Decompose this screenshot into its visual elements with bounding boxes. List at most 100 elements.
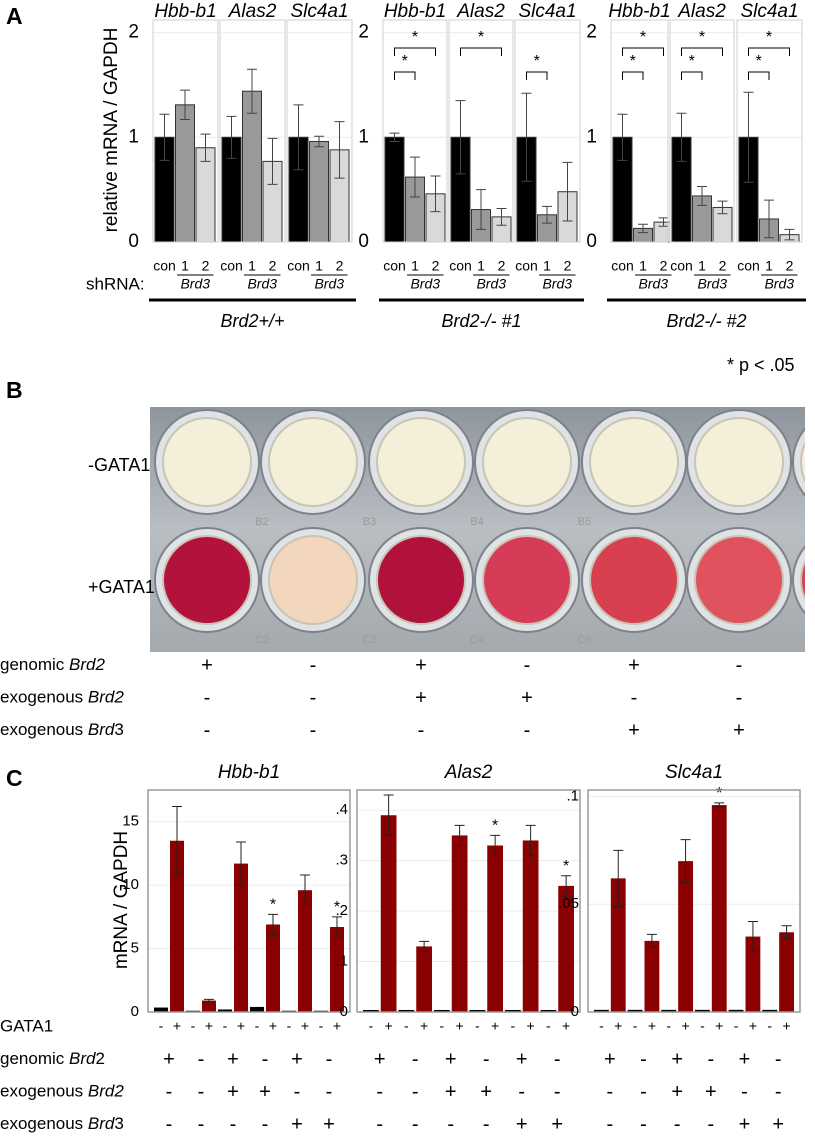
condition-sign: + bbox=[445, 1081, 457, 1103]
condition-sign: - bbox=[640, 1113, 647, 1135]
error-bar bbox=[646, 933, 657, 948]
well bbox=[589, 535, 679, 625]
condition-sign: + bbox=[227, 1048, 239, 1070]
condition-sign: - bbox=[554, 1048, 561, 1070]
error-bar bbox=[542, 205, 552, 224]
significance-star: * bbox=[716, 785, 722, 802]
well bbox=[268, 417, 358, 507]
error-bar bbox=[496, 207, 507, 226]
label-part: exogenous bbox=[0, 1114, 88, 1133]
condition-sign: - bbox=[412, 1113, 419, 1135]
condition-sign: - bbox=[707, 1113, 714, 1135]
significance-star: * bbox=[563, 858, 569, 875]
x-group-label: Brd3 bbox=[638, 276, 668, 292]
error-bar bbox=[747, 920, 758, 953]
chart-title: Slc4a1 bbox=[290, 1, 348, 22]
bar bbox=[380, 815, 397, 1012]
condition-sign: - bbox=[483, 1113, 490, 1135]
plot-frame bbox=[610, 19, 669, 243]
error-bar bbox=[293, 104, 304, 171]
plot-frame bbox=[448, 19, 514, 243]
condition-sign: + bbox=[628, 654, 640, 676]
well-label: B3 bbox=[363, 516, 376, 528]
y-tick-label: .4 bbox=[335, 801, 348, 818]
condition-sign: - bbox=[412, 1048, 419, 1070]
gata1-sign: + bbox=[562, 1018, 570, 1034]
significance-star: * bbox=[766, 29, 772, 46]
group-label: Brd2-/- #1 bbox=[441, 311, 521, 331]
x-tick-label: con bbox=[515, 258, 538, 274]
y-tick-label: .3 bbox=[335, 852, 348, 869]
condition-sign: - bbox=[554, 1081, 561, 1103]
chart-title: Alas2 bbox=[677, 1, 726, 22]
plot-frame bbox=[356, 789, 581, 1013]
condition-sign: - bbox=[640, 1048, 647, 1070]
error-bar bbox=[525, 824, 536, 857]
bar bbox=[298, 890, 312, 1012]
x-tick-label: con bbox=[287, 258, 310, 274]
significance-bracket bbox=[460, 47, 502, 56]
error-bar bbox=[300, 874, 310, 906]
gata1-sign: + bbox=[782, 1018, 790, 1034]
significance-star: * bbox=[492, 818, 498, 835]
condition-sign: - bbox=[524, 719, 531, 741]
significance-bracket bbox=[526, 71, 548, 80]
well bbox=[694, 417, 784, 507]
y-tick-label: 2 bbox=[358, 22, 369, 43]
bar bbox=[469, 1009, 486, 1012]
significance-bracket bbox=[748, 47, 790, 56]
condition-sign: - bbox=[198, 1081, 205, 1103]
plot-frame bbox=[514, 19, 581, 243]
y-tick-label: 2 bbox=[586, 22, 597, 43]
error-bar bbox=[781, 925, 792, 940]
x-group-label: Brd3 bbox=[476, 276, 506, 292]
condition-sign: + bbox=[739, 1113, 751, 1135]
significance-star: * bbox=[630, 53, 636, 70]
y-tick-label: 10 bbox=[122, 876, 139, 893]
x-tick-label: 1 bbox=[698, 258, 706, 274]
significance-star: * bbox=[640, 29, 646, 46]
error-bar bbox=[714, 802, 725, 808]
condition-sign: - bbox=[640, 1081, 647, 1103]
significance-bracket bbox=[681, 71, 703, 80]
label-part: genomic bbox=[0, 655, 69, 674]
well bbox=[376, 417, 466, 507]
error-bar bbox=[490, 834, 501, 857]
chart-title: Hbb-b1 bbox=[608, 1, 670, 22]
condition-sign: - bbox=[310, 719, 317, 741]
row-label: genomic Brd2 bbox=[0, 655, 105, 674]
condition-sign: + bbox=[628, 719, 640, 741]
label-part: genomic bbox=[0, 1049, 69, 1068]
photo-mask bbox=[805, 400, 815, 660]
condition-sign: - bbox=[376, 1113, 383, 1135]
gata1-sign: - bbox=[511, 1018, 516, 1034]
error-bar bbox=[389, 132, 400, 142]
gata1-sign: - bbox=[475, 1018, 480, 1034]
gata1-sign: + bbox=[333, 1018, 341, 1034]
condition-sign: + bbox=[227, 1081, 239, 1103]
row-label: -GATA1 bbox=[88, 455, 150, 475]
bar bbox=[416, 946, 432, 1012]
bar bbox=[202, 1000, 216, 1012]
x-tick-label: 1 bbox=[765, 258, 773, 274]
y-tick-label: 0 bbox=[571, 1003, 579, 1020]
condition-sign: - bbox=[310, 687, 317, 709]
bar bbox=[234, 863, 248, 1012]
condition-sign: + bbox=[415, 687, 427, 709]
y-tick-label: 0 bbox=[131, 1003, 139, 1020]
row-label: exogenous Brd2 bbox=[0, 688, 124, 707]
panel-letter: C bbox=[6, 765, 23, 791]
plot-frame bbox=[736, 19, 803, 243]
error-bar bbox=[743, 91, 754, 183]
gata1-sign: + bbox=[301, 1018, 309, 1034]
error-bar bbox=[562, 161, 573, 222]
y-tick-label: 15 bbox=[122, 813, 139, 830]
gata1-sign: + bbox=[173, 1018, 181, 1034]
x-group-label: Brd3 bbox=[697, 276, 727, 292]
error-bar bbox=[784, 228, 795, 241]
condition-sign: - bbox=[518, 1081, 525, 1103]
condition-sign: - bbox=[483, 1048, 490, 1070]
error-bar bbox=[676, 112, 687, 162]
well bbox=[162, 417, 252, 507]
x-tick-label: 1 bbox=[315, 258, 323, 274]
